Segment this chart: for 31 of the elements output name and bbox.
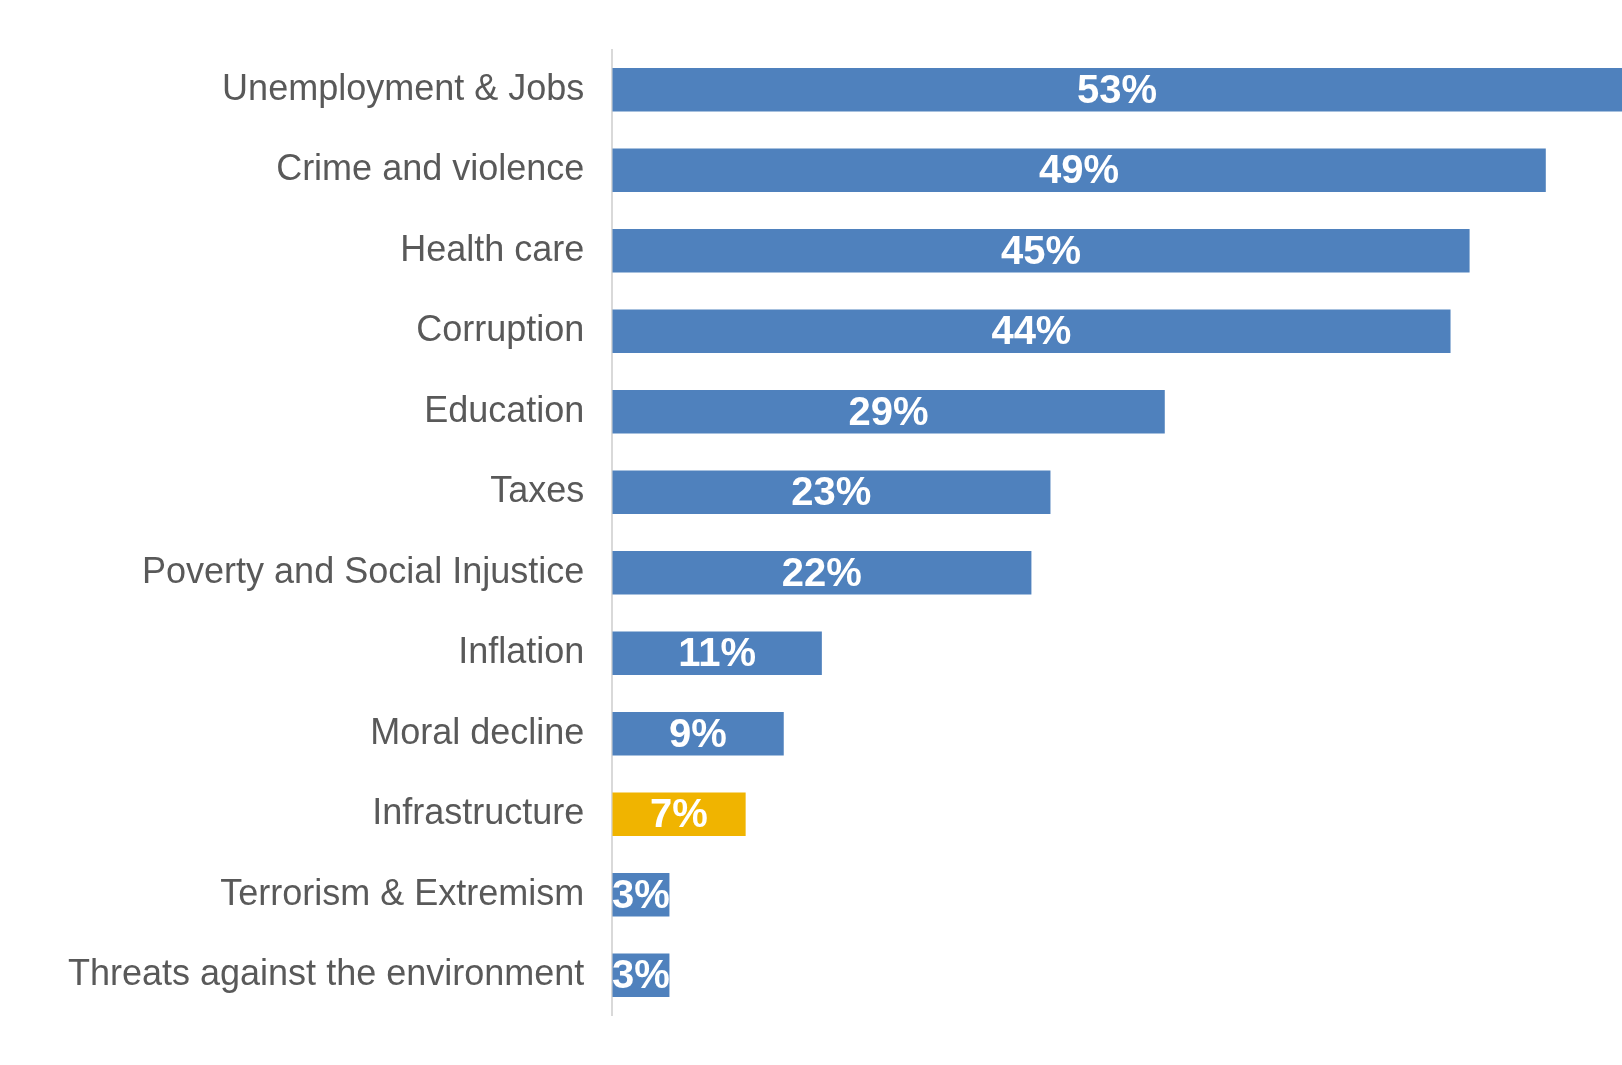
y-tick-label: Taxes <box>490 469 585 511</box>
data-label: 3% <box>611 871 670 916</box>
data-label: 9% <box>669 710 727 755</box>
bar <box>612 551 1032 595</box>
y-tick-label: Poverty and Social Injustice <box>142 549 585 591</box>
data-label: 3% <box>611 952 670 997</box>
data-label: 44% <box>991 308 1072 353</box>
bar <box>612 148 1546 193</box>
data-label: 23% <box>791 469 872 514</box>
bar <box>612 229 1470 273</box>
bar <box>612 68 1622 112</box>
data-label: 22% <box>781 549 862 594</box>
y-tick-label: Infrastructure <box>372 791 585 833</box>
y-tick-label: Terrorism & Extremism <box>220 871 585 913</box>
data-label: 11% <box>678 630 756 675</box>
y-tick-label: Moral decline <box>370 710 585 752</box>
y-tick-label: Inflation <box>458 630 585 672</box>
data-label: 7% <box>650 791 708 836</box>
y-tick-label: Health care <box>400 227 585 269</box>
y-tick-label: Crime and violence <box>276 147 585 189</box>
data-label: 45% <box>1000 227 1081 272</box>
y-tick-label: Unemployment & Jobs <box>222 66 585 108</box>
data-label: 29% <box>848 388 929 433</box>
y-tick-label: Education <box>424 388 585 430</box>
data-label: 49% <box>1039 147 1120 192</box>
bar <box>612 470 1051 514</box>
bar <box>612 309 1451 354</box>
y-tick-label: Corruption <box>416 308 585 350</box>
y-tick-label: Threats against the environment <box>67 952 585 994</box>
bar <box>612 390 1165 434</box>
data-label: 53% <box>1077 66 1158 111</box>
